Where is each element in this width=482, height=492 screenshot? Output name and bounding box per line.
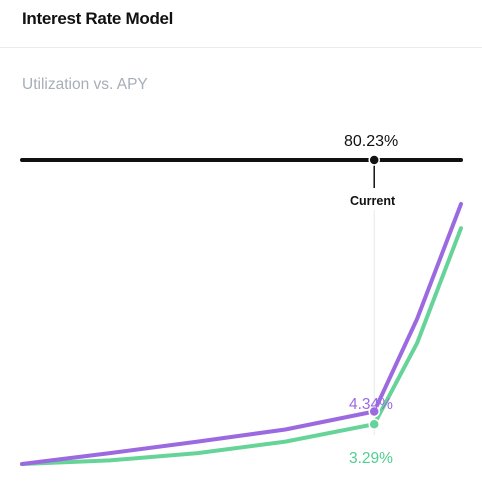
borrow-apy-point[interactable] [368, 405, 380, 418]
current-label: Current [350, 194, 396, 208]
card-title: Interest Rate Model [22, 9, 174, 28]
card-header: Interest Rate Model [0, 0, 482, 48]
current-utilization-value: 80.23% [344, 133, 399, 150]
supply-apy-value: 3.29% [349, 450, 393, 467]
chart-subtitle: Utilization vs. APY [22, 76, 148, 93]
borrow-apy-value: 4.34% [349, 396, 393, 413]
supply-apy-line [20, 226, 463, 466]
supply-apy-point[interactable] [368, 418, 380, 430]
borrow-apy-line [20, 202, 463, 466]
current-marker[interactable] [368, 154, 380, 166]
